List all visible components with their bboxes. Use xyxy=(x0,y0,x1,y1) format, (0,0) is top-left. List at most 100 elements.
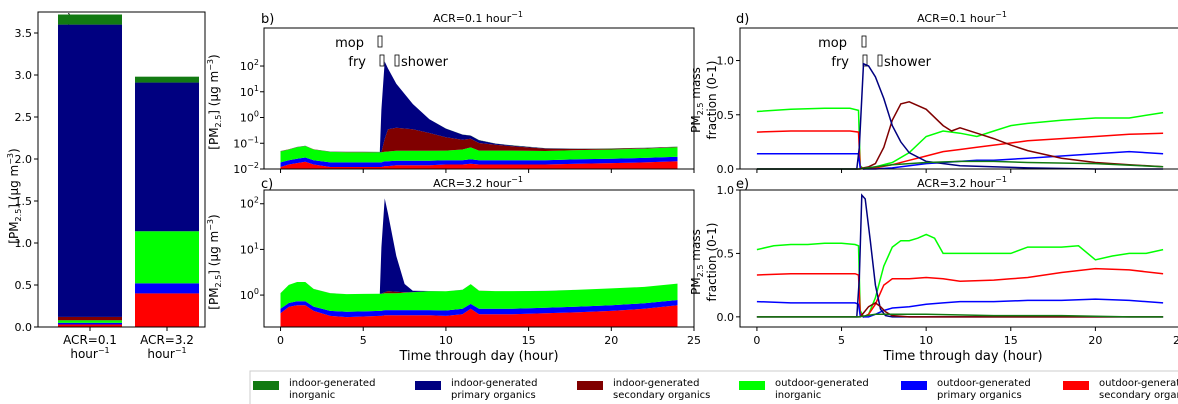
legend-frame xyxy=(250,371,1178,404)
bar-ind_inorg-1 xyxy=(58,15,122,25)
y-tick-label-d: 0.0 xyxy=(717,163,735,176)
legend-sublabel-out_inorg: inorganic xyxy=(775,390,821,401)
y-tick-label-a: 1.0 xyxy=(15,237,33,250)
panel-c-title: ACR=3.2 hour−1 xyxy=(433,175,523,190)
y-tick-label-c: 100 xyxy=(240,287,259,302)
panel-b-ylabel: [PM2.5] (µg m−3) xyxy=(206,54,223,149)
y-tick-label-a: 0.0 xyxy=(15,321,33,334)
legend-swatch-out_prim xyxy=(901,381,927,390)
annotation-shower-d: shower xyxy=(884,55,932,70)
y-tick-label-a: 3.0 xyxy=(15,69,33,82)
y-tick-label-d: 0.5 xyxy=(717,109,735,122)
x-tick-label-e: 15 xyxy=(1004,334,1018,347)
bar-category-1-label: ACR=0.1 xyxy=(63,333,117,347)
panel-d-frame xyxy=(740,28,1178,169)
panel-d-ylabel: PM2.5 mass xyxy=(689,67,705,133)
legend-sublabel-ind_inorg: inorganic xyxy=(289,390,335,401)
line-out_inorg-e xyxy=(757,234,1163,317)
y-tick-label-a: 3.5 xyxy=(15,27,33,40)
legend-sublabel-out_prim: primary organics xyxy=(937,390,1022,401)
y-tick-label-a: 1.5 xyxy=(15,195,33,208)
x-tick-label-e: 5 xyxy=(838,334,845,347)
annotation-mop-d: mop xyxy=(818,36,847,51)
x-tick-label-e: 20 xyxy=(1088,334,1102,347)
panel-d-title: ACR=0.1 hour−1 xyxy=(917,10,1007,25)
legend-sublabel-out_sec: secondary organics xyxy=(1099,390,1178,401)
x-tick-label-c: 25 xyxy=(687,334,701,347)
y-tick-label-c: 101 xyxy=(240,241,259,256)
y-tick-label-e: 0.0 xyxy=(717,311,735,324)
y-tick-label-e: 1.0 xyxy=(717,184,735,197)
legend-label-out_prim: outdoor-generated xyxy=(937,378,1031,389)
area-ind_inorg-c xyxy=(281,198,678,294)
bar-category-1-unit: hour−1 xyxy=(70,346,109,361)
y-tick-label-b: 10−1 xyxy=(233,135,259,150)
y-tick-label-d: 1.0 xyxy=(717,55,735,68)
y-tick-label-a: 0.5 xyxy=(15,279,33,292)
annotation-mop-box-d xyxy=(862,36,866,47)
bar-out_inorg-2 xyxy=(135,231,199,283)
bar-ind_inorg-2 xyxy=(135,77,199,83)
bar-ind_prim-1 xyxy=(58,25,122,317)
panel-b-label: b) xyxy=(261,12,274,27)
y-tick-label-b: 102 xyxy=(240,58,259,73)
legend-swatch-ind_sec xyxy=(577,381,603,390)
panel-e-ylabel-2: fraction (0-1) xyxy=(705,223,719,302)
annotation-fry-box-b xyxy=(380,55,384,66)
bar-category-2-unit: hour−1 xyxy=(147,346,186,361)
y-tick-label-c: 102 xyxy=(240,196,259,211)
x-tick-label-c: 5 xyxy=(360,334,367,347)
annotation-fry-b: fry xyxy=(348,55,366,70)
legend-label-ind_prim: indoor-generated xyxy=(451,378,537,389)
area-ind_inorg-b xyxy=(281,62,678,153)
y-tick-label-a: 2.5 xyxy=(15,111,33,124)
panel-c-ylabel: [PM2.5] (µg m−3) xyxy=(206,214,223,309)
x-tick-label-c: 0 xyxy=(277,334,284,347)
panel-b-title: ACR=0.1 hour−1 xyxy=(433,10,523,25)
line-out_inorg-d xyxy=(757,108,1163,169)
legend-swatch-out_sec xyxy=(1063,381,1089,390)
x-tick-label-c: 10 xyxy=(439,334,453,347)
bar-out_prim-2 xyxy=(135,283,199,293)
x-tick-label-c: 20 xyxy=(604,334,618,347)
y-tick-label-b: 10−2 xyxy=(233,161,259,176)
legend-swatch-ind_inorg xyxy=(253,381,279,390)
panel-e-title: ACR=3.2 hour−1 xyxy=(917,175,1007,190)
bar-out_prim-1 xyxy=(58,323,122,325)
bar-out_sec-2 xyxy=(135,293,199,327)
y-tick-label-b: 100 xyxy=(240,110,259,125)
area-ind_prim-b xyxy=(281,62,678,153)
x-tick-label-e: 10 xyxy=(919,334,933,347)
x-tick-label-c: 15 xyxy=(522,334,536,347)
annotation-shower-b: shower xyxy=(401,55,449,70)
x-tick-label-e: 0 xyxy=(753,334,760,347)
y-tick-label-e: 0.5 xyxy=(717,247,735,260)
bar-category-2-label: ACR=3.2 xyxy=(140,333,194,347)
panel-e-frame xyxy=(740,190,1178,327)
legend: indoor-generatedinorganicindoor-generate… xyxy=(250,371,1178,404)
y-tick-label-b: 101 xyxy=(240,84,259,99)
legend-swatch-out_inorg xyxy=(739,381,765,390)
y-tick-label-a: 2.0 xyxy=(15,153,33,166)
x-tick-label-e: 25 xyxy=(1173,334,1178,347)
legend-label-ind_sec: indoor-generated xyxy=(613,378,699,389)
line-out_sec-e xyxy=(757,269,1163,317)
legend-sublabel-ind_prim: primary organics xyxy=(451,390,536,401)
legend-label-ind_inorg: indoor-generated xyxy=(289,378,375,389)
panel-c-xlabel: Time through day (hour) xyxy=(398,349,558,364)
panel-d-ylabel-2: fraction (0-1) xyxy=(705,61,719,140)
legend-swatch-ind_prim xyxy=(415,381,441,390)
legend-label-out_inorg: outdoor-generated xyxy=(775,378,869,389)
bar-ind_prim-2 xyxy=(135,83,199,232)
panel-e-xlabel: Time through day (hour) xyxy=(882,349,1042,364)
legend-sublabel-ind_sec: secondary organics xyxy=(613,390,710,401)
area-ind_prim-c xyxy=(281,198,678,294)
bar-out_inorg-1 xyxy=(58,320,122,323)
annotation-mop-box-b xyxy=(378,36,382,47)
annotation-fry-d: fry xyxy=(831,55,849,70)
panel-d-label: d) xyxy=(736,12,749,27)
annotation-shower-box-d xyxy=(878,55,882,66)
annotation-shower-box-b xyxy=(395,55,399,66)
annotation-mop-b: mop xyxy=(335,36,364,51)
legend-label-out_sec: outdoor-generated xyxy=(1099,378,1178,389)
